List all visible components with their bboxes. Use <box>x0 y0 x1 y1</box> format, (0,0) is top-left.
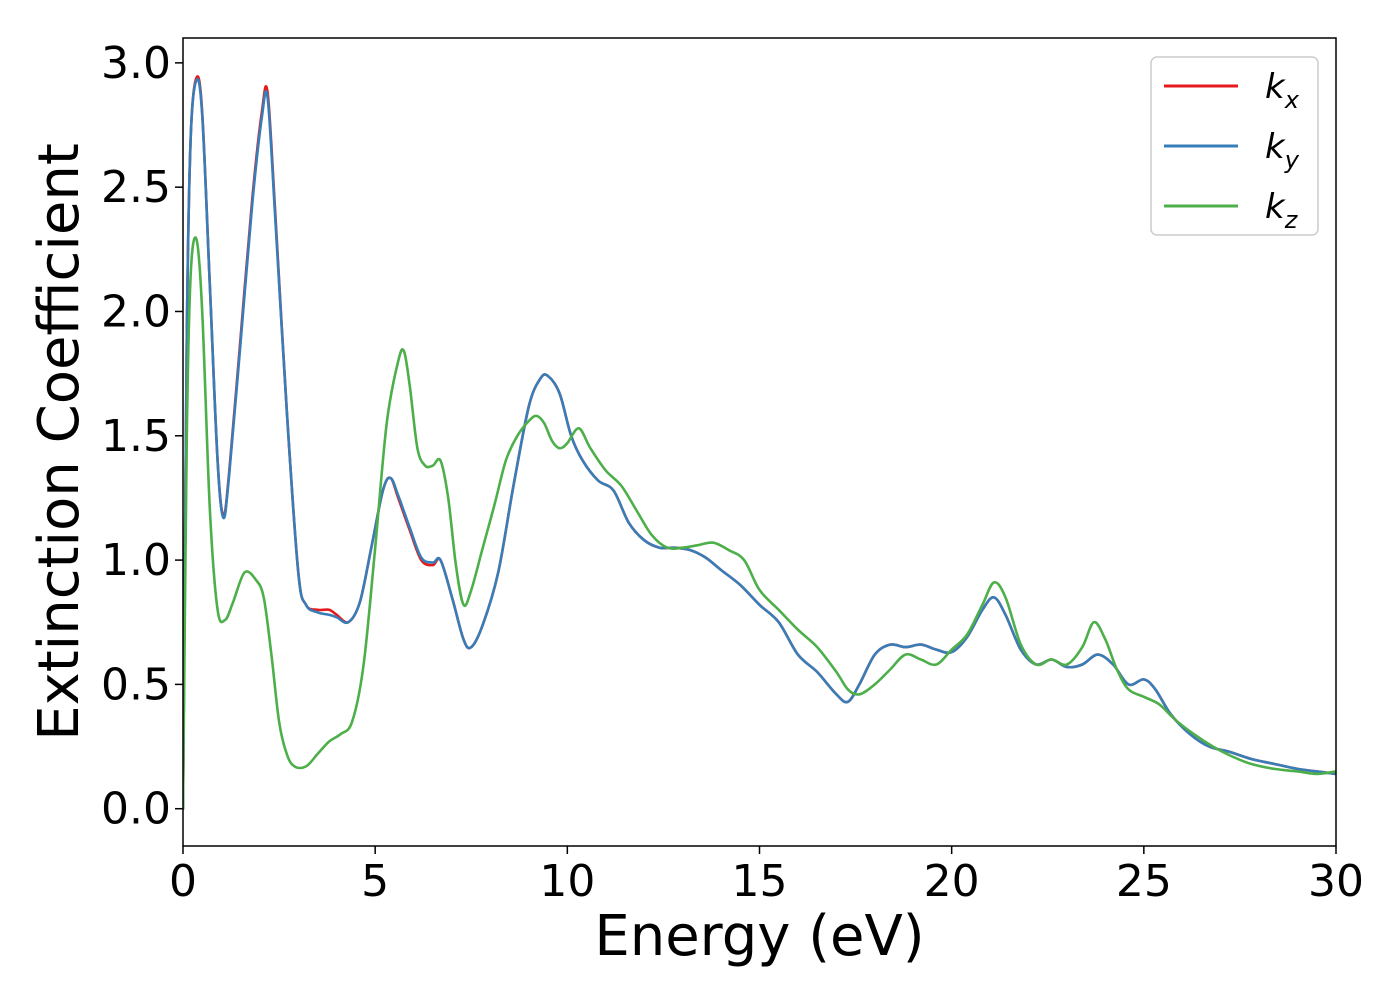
y-tick-label: 3.0 <box>101 38 171 89</box>
x-tick-label: 5 <box>361 856 389 907</box>
x-tick-label: 30 <box>1308 856 1364 907</box>
x-axis-ticks: 0 5 10 15 20 25 30 <box>169 846 1364 907</box>
x-tick-label: 15 <box>732 856 788 907</box>
legend-label-kz: kz <box>1265 187 1299 234</box>
y-tick-label: 1.5 <box>101 411 171 462</box>
series-line-kz <box>183 236 1336 810</box>
x-tick-label: 10 <box>539 856 595 907</box>
y-tick-label: 1.0 <box>101 535 171 586</box>
y-tick-label: 0.5 <box>101 659 171 710</box>
x-axis-label: Energy (eV) <box>594 904 924 969</box>
y-tick-label: 2.5 <box>101 162 171 213</box>
y-axis-ticks: 0.0 0.5 1.0 1.5 2.0 2.5 3.0 <box>101 38 183 835</box>
x-tick-label: 20 <box>924 856 980 907</box>
y-tick-label: 2.0 <box>101 286 171 337</box>
y-axis-label: Extinction Coefficient <box>27 143 92 741</box>
series-layer <box>183 75 1336 810</box>
x-tick-label: 25 <box>1116 856 1172 907</box>
y-tick-label: 0.0 <box>101 784 171 835</box>
x-tick-label: 0 <box>169 856 197 907</box>
